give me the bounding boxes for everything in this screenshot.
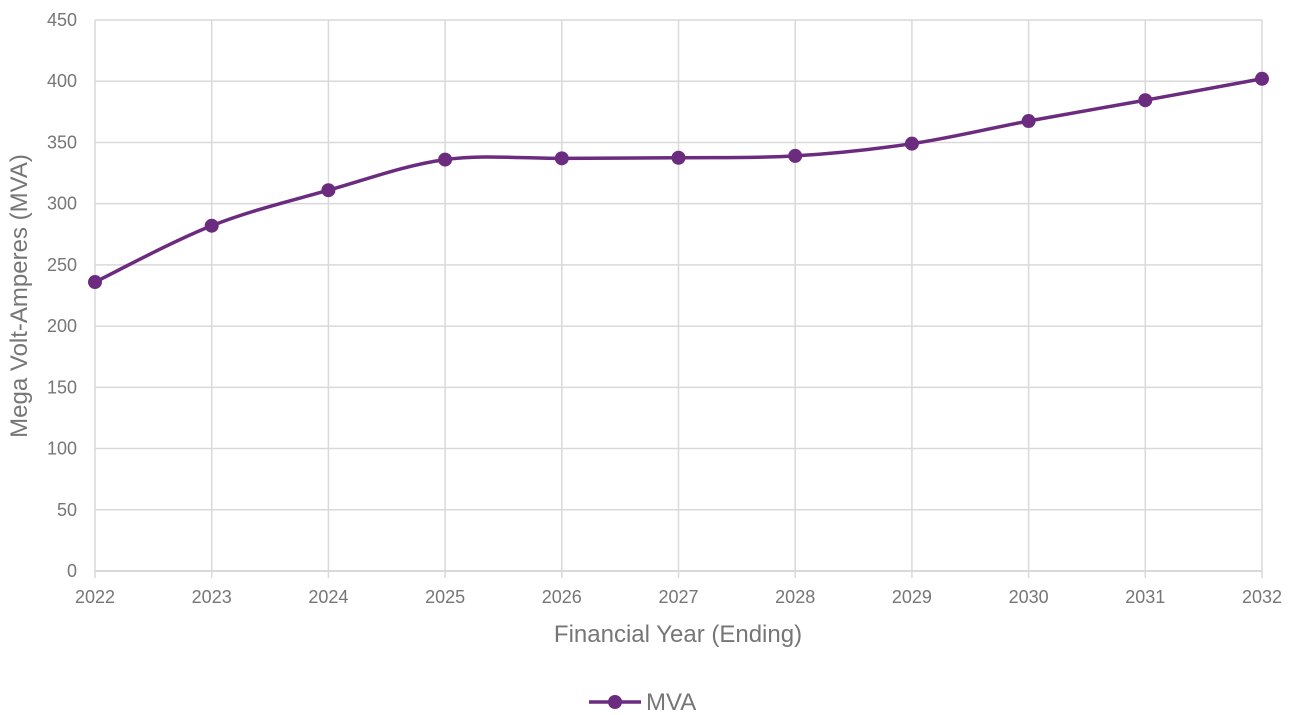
data-point-2028 [788, 148, 803, 163]
y-tick-label: 100 [47, 439, 77, 459]
x-tick-label: 2023 [192, 587, 232, 607]
data-point-2027 [671, 150, 686, 165]
data-point-2026 [554, 151, 569, 166]
x-tick-label: 2027 [658, 587, 698, 607]
x-tick-label: 2029 [892, 587, 932, 607]
data-point-2031 [1138, 93, 1153, 108]
y-tick-label: 300 [47, 194, 77, 214]
data-point-2025 [438, 152, 453, 167]
legend: MVA [589, 689, 696, 715]
y-tick-label: 0 [67, 561, 77, 581]
y-tick-label: 350 [47, 132, 77, 152]
x-tick-label: 2032 [1242, 587, 1282, 607]
y-tick-label: 150 [47, 377, 77, 397]
x-axis-ticks: 2022 2023 2024 2025 2026 2027 2028 2029 2030 2031… [75, 571, 1282, 607]
data-point-2032 [1255, 71, 1269, 86]
data-point-2024 [321, 183, 336, 198]
y-tick-label: 450 [47, 10, 77, 30]
data-point-2029 [904, 136, 919, 151]
x-axis-title: Financial Year (Ending) [554, 621, 802, 648]
x-tick-label: 2031 [1125, 587, 1165, 607]
y-tick-label: 400 [47, 71, 77, 91]
y-axis-ticks: 0 50 100 150 200 250 300 350 400 450 [47, 10, 77, 581]
x-tick-label: 2030 [1009, 587, 1049, 607]
data-point-2023 [204, 218, 219, 233]
data-point-2030 [1021, 114, 1036, 129]
grid-lines [94, 19, 1263, 571]
x-tick-label: 2025 [425, 587, 465, 607]
y-tick-label: 200 [47, 316, 77, 336]
legend-label-mva: MVA [646, 689, 696, 715]
x-tick-label: 2026 [542, 587, 582, 607]
data-point-2022 [88, 275, 102, 290]
series-markers [88, 71, 1269, 290]
y-tick-label: 50 [57, 500, 77, 520]
y-axis-title: Mega Volt-Amperes (MVA) [6, 154, 33, 438]
x-tick-label: 2028 [775, 587, 815, 607]
y-tick-label: 250 [47, 255, 77, 275]
x-tick-label: 2024 [308, 587, 348, 607]
legend-marker-mva [608, 695, 622, 709]
x-tick-label: 2022 [75, 587, 115, 607]
